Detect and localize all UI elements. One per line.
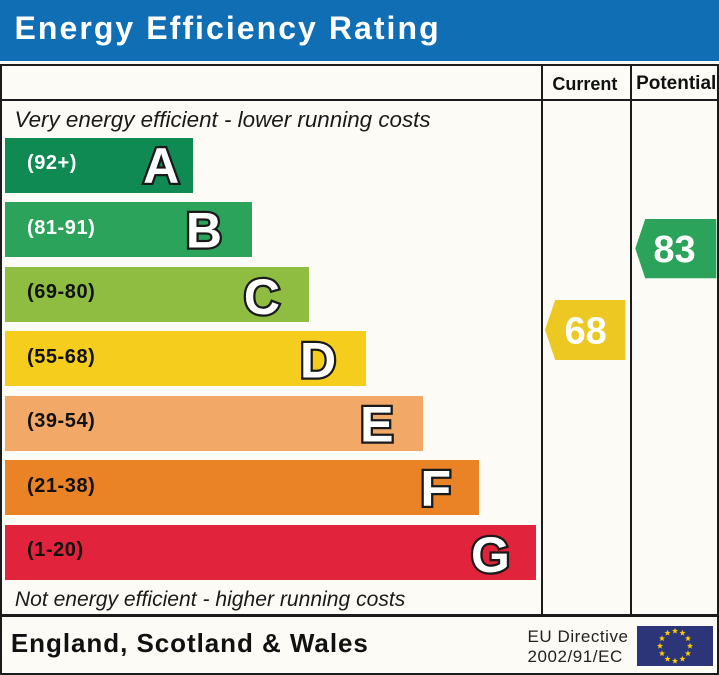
svg-text:C: C <box>244 269 280 325</box>
svg-text:G: G <box>471 527 510 583</box>
svg-text:83: 83 <box>653 229 695 271</box>
svg-text:F: F <box>420 461 451 517</box>
svg-text:E: E <box>360 396 393 452</box>
svg-text:68: 68 <box>565 311 607 353</box>
svg-text:D: D <box>300 332 336 388</box>
svg-text:A: A <box>143 138 179 194</box>
svg-text:B: B <box>186 203 222 259</box>
